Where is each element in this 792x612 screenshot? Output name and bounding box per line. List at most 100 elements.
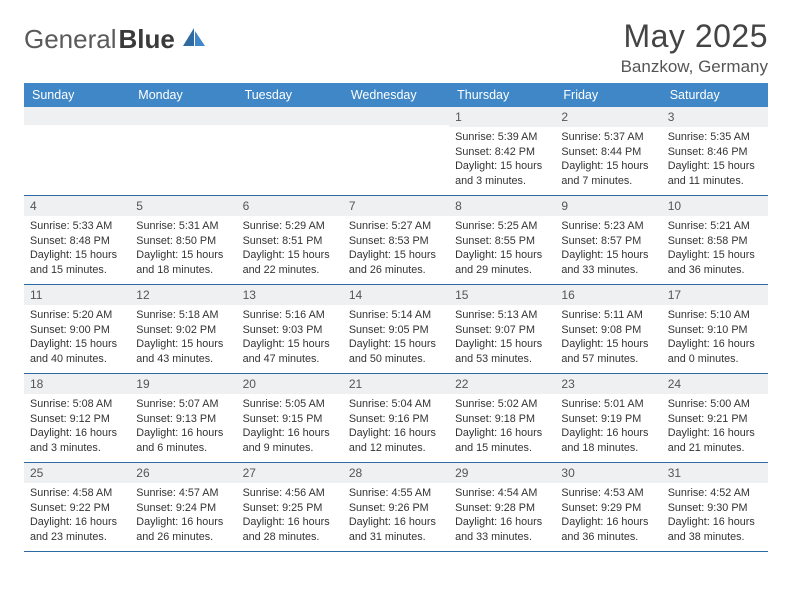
day-number xyxy=(24,107,130,125)
day-cell: 10Sunrise: 5:21 AMSunset: 8:58 PMDayligh… xyxy=(662,196,768,284)
day-cell: 21Sunrise: 5:04 AMSunset: 9:16 PMDayligh… xyxy=(343,374,449,462)
sunset-line: Sunset: 9:12 PM xyxy=(30,412,124,427)
day-cell: 28Sunrise: 4:55 AMSunset: 9:26 PMDayligh… xyxy=(343,463,449,551)
daylight-line: Daylight: 15 hours and 33 minutes. xyxy=(561,248,655,277)
day-number: 26 xyxy=(130,463,236,483)
daylight-line: Daylight: 16 hours and 18 minutes. xyxy=(561,426,655,455)
sunrise-line: Sunrise: 5:21 AM xyxy=(668,219,762,234)
calendar: SundayMondayTuesdayWednesdayThursdayFrid… xyxy=(24,83,768,552)
day-number: 8 xyxy=(449,196,555,216)
day-body: Sunrise: 4:56 AMSunset: 9:25 PMDaylight:… xyxy=(237,483,343,550)
day-number: 11 xyxy=(24,285,130,305)
header: GeneralBlue May 2025 Banzkow, Germany xyxy=(24,18,768,77)
sunrise-line: Sunrise: 5:16 AM xyxy=(243,308,337,323)
daylight-line: Daylight: 15 hours and 18 minutes. xyxy=(136,248,230,277)
day-body: Sunrise: 5:23 AMSunset: 8:57 PMDaylight:… xyxy=(555,216,661,283)
daylight-line: Daylight: 15 hours and 47 minutes. xyxy=(243,337,337,366)
day-number: 30 xyxy=(555,463,661,483)
week-row: 18Sunrise: 5:08 AMSunset: 9:12 PMDayligh… xyxy=(24,374,768,463)
dow-cell: Monday xyxy=(130,83,236,107)
day-body: Sunrise: 5:04 AMSunset: 9:16 PMDaylight:… xyxy=(343,394,449,461)
day-cell: 31Sunrise: 4:52 AMSunset: 9:30 PMDayligh… xyxy=(662,463,768,551)
day-body: Sunrise: 5:33 AMSunset: 8:48 PMDaylight:… xyxy=(24,216,130,283)
daylight-line: Daylight: 16 hours and 3 minutes. xyxy=(30,426,124,455)
daylight-line: Daylight: 15 hours and 7 minutes. xyxy=(561,159,655,188)
logo-sail-icon xyxy=(181,24,207,55)
day-cell: 22Sunrise: 5:02 AMSunset: 9:18 PMDayligh… xyxy=(449,374,555,462)
day-number: 7 xyxy=(343,196,449,216)
sunset-line: Sunset: 9:15 PM xyxy=(243,412,337,427)
sunset-line: Sunset: 9:10 PM xyxy=(668,323,762,338)
day-number: 15 xyxy=(449,285,555,305)
daylight-line: Daylight: 15 hours and 11 minutes. xyxy=(668,159,762,188)
daylight-line: Daylight: 16 hours and 6 minutes. xyxy=(136,426,230,455)
sunset-line: Sunset: 9:28 PM xyxy=(455,501,549,516)
sunrise-line: Sunrise: 5:31 AM xyxy=(136,219,230,234)
day-cell: 29Sunrise: 4:54 AMSunset: 9:28 PMDayligh… xyxy=(449,463,555,551)
week-row: 11 Sunrise: 5:20 AMSunset: 9:00 PM Dayligh… xyxy=(24,285,768,374)
sunset-line: Sunset: 8:55 PM xyxy=(455,234,549,249)
day-body: Sunrise: 4:54 AMSunset: 9:28 PMDaylight:… xyxy=(449,483,555,550)
sunset-line: Sunset: 9:21 PM xyxy=(668,412,762,427)
day-cell: 13Sunrise: 5:16 AMSunset: 9:03 PMDayligh… xyxy=(237,285,343,373)
day-cell xyxy=(24,107,130,195)
daylight-line: Daylight: 16 hours and 26 minutes. xyxy=(136,515,230,544)
sunrise-line: Sunrise: 5:11 AM xyxy=(561,308,655,323)
day-cell: 5Sunrise: 5:31 AMSunset: 8:50 PMDaylight… xyxy=(130,196,236,284)
day-body: Sunrise: 5:10 AMSunset: 9:10 PMDaylight:… xyxy=(662,305,768,372)
day-number: 9 xyxy=(555,196,661,216)
sunrise-line: Sunrise: 5:20 AM xyxy=(30,308,124,323)
daylight-line: Daylight: 16 hours and 36 minutes. xyxy=(561,515,655,544)
sunset-line: Sunset: 9:30 PM xyxy=(668,501,762,516)
daylight-line: Daylight: 15 hours and 43 minutes. xyxy=(136,337,230,366)
day-number: 20 xyxy=(237,374,343,394)
daylight-line: Daylight: 16 hours and 21 minutes. xyxy=(668,426,762,455)
day-body: Sunrise: 5:21 AMSunset: 8:58 PMDaylight:… xyxy=(662,216,768,283)
day-body: Sunrise: 5:02 AMSunset: 9:18 PMDaylight:… xyxy=(449,394,555,461)
day-body: Sunrise: 5:05 AMSunset: 9:15 PMDaylight:… xyxy=(237,394,343,461)
day-body: Sunrise: 5:07 AMSunset: 9:13 PMDaylight:… xyxy=(130,394,236,461)
sunrise-line: Sunrise: 5:23 AM xyxy=(561,219,655,234)
day-cell: 25Sunrise: 4:58 AMSunset: 9:22 PMDayligh… xyxy=(24,463,130,551)
month-title: May 2025 xyxy=(621,18,768,55)
day-cell xyxy=(130,107,236,195)
day-number: 17 xyxy=(662,285,768,305)
day-number: 24 xyxy=(662,374,768,394)
sunset-line: Sunset: 8:53 PM xyxy=(349,234,443,249)
sunrise-line: Sunrise: 4:55 AM xyxy=(349,486,443,501)
sunrise-line: Sunrise: 5:07 AM xyxy=(136,397,230,412)
day-cell: 26Sunrise: 4:57 AMSunset: 9:24 PMDayligh… xyxy=(130,463,236,551)
day-cell: 18Sunrise: 5:08 AMSunset: 9:12 PMDayligh… xyxy=(24,374,130,462)
day-cell: 14Sunrise: 5:14 AMSunset: 9:05 PMDayligh… xyxy=(343,285,449,373)
day-cell: 24Sunrise: 5:00 AMSunset: 9:21 PMDayligh… xyxy=(662,374,768,462)
sunrise-line: Sunrise: 4:54 AM xyxy=(455,486,549,501)
day-body: Sunrise: 5:01 AMSunset: 9:19 PMDaylight:… xyxy=(555,394,661,461)
daylight-line: Daylight: 15 hours and 22 minutes. xyxy=(243,248,337,277)
sunset-line: Sunset: 9:00 PM xyxy=(30,323,124,338)
weeks: 1Sunrise: 5:39 AMSunset: 8:42 PMDaylight… xyxy=(24,107,768,552)
daylight-line: Daylight: 16 hours and 38 minutes. xyxy=(668,515,762,544)
day-number: 14 xyxy=(343,285,449,305)
day-number xyxy=(130,107,236,125)
week-row: 1Sunrise: 5:39 AMSunset: 8:42 PMDaylight… xyxy=(24,107,768,196)
sunrise-line: Sunrise: 5:10 AM xyxy=(668,308,762,323)
sunrise-line: Sunrise: 5:00 AM xyxy=(668,397,762,412)
sunrise-line: Sunrise: 4:52 AM xyxy=(668,486,762,501)
sunrise-line: Sunrise: 5:29 AM xyxy=(243,219,337,234)
day-cell xyxy=(237,107,343,195)
daylight-line: Daylight: 16 hours and 31 minutes. xyxy=(349,515,443,544)
day-cell: 17Sunrise: 5:10 AMSunset: 9:10 PMDayligh… xyxy=(662,285,768,373)
sunrise-line: Sunrise: 5:14 AM xyxy=(349,308,443,323)
day-number: 13 xyxy=(237,285,343,305)
sunrise-line: Sunrise: 5:02 AM xyxy=(455,397,549,412)
daylight-line: Daylight: 15 hours and 3 minutes. xyxy=(455,159,549,188)
sunset-line: Sunset: 8:48 PM xyxy=(30,234,124,249)
day-number: 27 xyxy=(237,463,343,483)
day-body: Sunrise: 5:00 AMSunset: 9:21 PMDaylight:… xyxy=(662,394,768,461)
daylight-line: Daylight: 15 hours and 29 minutes. xyxy=(455,248,549,277)
day-cell: 27Sunrise: 4:56 AMSunset: 9:25 PMDayligh… xyxy=(237,463,343,551)
sunset-line: Sunset: 9:08 PM xyxy=(561,323,655,338)
day-cell: 12Sunrise: 5:18 AMSunset: 9:02 PMDayligh… xyxy=(130,285,236,373)
sunset-line: Sunset: 8:58 PM xyxy=(668,234,762,249)
day-body: Sunrise: 5:16 AMSunset: 9:03 PMDaylight:… xyxy=(237,305,343,372)
